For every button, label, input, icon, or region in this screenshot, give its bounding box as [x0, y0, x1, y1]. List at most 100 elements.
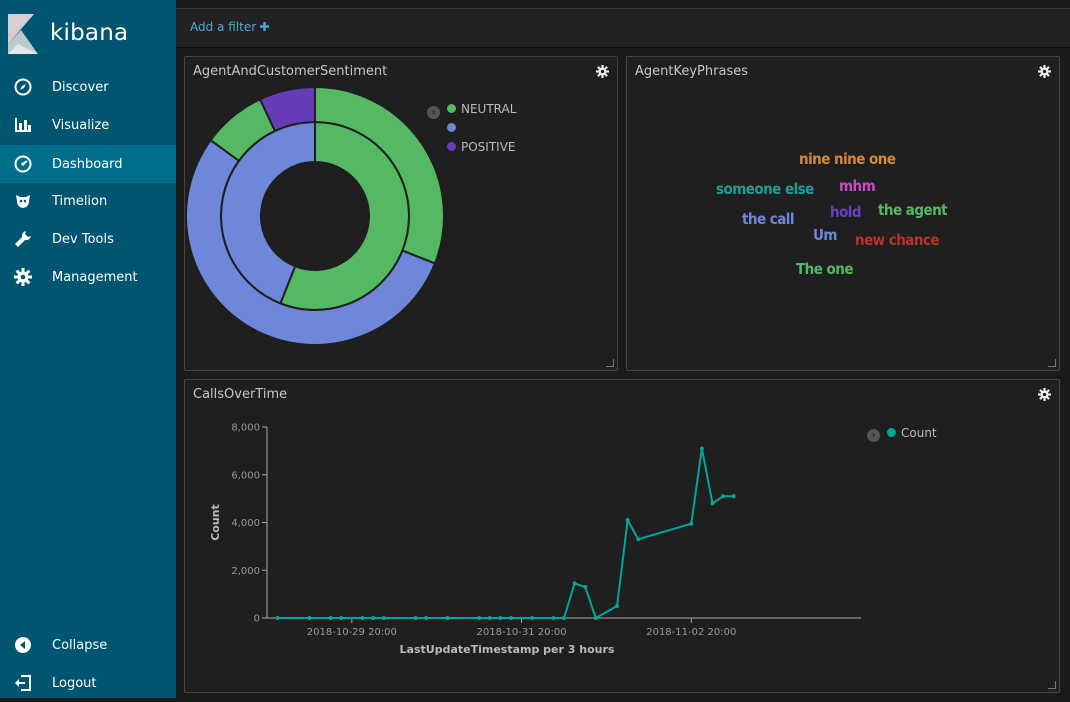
wrench-icon [0, 230, 52, 248]
legend-label: POSITIVE [461, 139, 516, 154]
legend-toggle-icon[interactable]: › [427, 106, 440, 119]
word-cloud-word[interactable]: nine nine one [799, 150, 896, 168]
data-point[interactable] [508, 616, 513, 620]
data-point[interactable] [487, 616, 492, 620]
compass-icon [0, 78, 52, 96]
data-point[interactable] [699, 446, 704, 451]
data-point[interactable] [413, 616, 418, 620]
word-cloud-word[interactable]: someone else [716, 180, 814, 198]
y-tick-label: 2,000 [231, 566, 260, 577]
data-point[interactable] [424, 616, 429, 620]
data-point[interactable] [328, 616, 333, 620]
sidebar-item-discover[interactable]: Discover [0, 68, 176, 106]
data-point[interactable] [275, 616, 280, 620]
sidebar-item-management[interactable]: Management [0, 258, 176, 296]
data-point[interactable] [583, 584, 588, 589]
calls-line-chart: 0 2,000 4,000 6,000 8,000 2018-10-29 20:00 201… [209, 423, 861, 656]
logout-icon [0, 674, 52, 692]
legend-item[interactable]: NEUTRAL [447, 99, 516, 118]
word-cloud-word[interactable]: the call [742, 210, 795, 228]
legend-toggle-icon[interactable]: › [867, 429, 880, 442]
add-filter-label: Add a filter [190, 20, 257, 34]
data-point[interactable] [572, 581, 577, 586]
calls-legend: Count [887, 423, 937, 442]
filter-bar: Add a filter [176, 8, 1070, 48]
legend-dot-icon [447, 104, 456, 113]
legend-dot-icon [887, 428, 896, 437]
data-point[interactable] [360, 616, 365, 620]
series-line-count [277, 448, 734, 620]
app-name[interactable]: kibana [50, 20, 129, 46]
data-point[interactable] [445, 616, 450, 620]
dashboard-icon [0, 155, 52, 173]
sidebar-item-label: Timelion [52, 193, 108, 209]
resize-handle[interactable] [606, 359, 614, 367]
data-point[interactable] [562, 616, 566, 620]
data-point[interactable] [530, 616, 535, 620]
legend-label: Count [901, 425, 937, 440]
plus-icon [259, 22, 269, 31]
sidebar-item-label: Visualize [52, 117, 110, 133]
data-point[interactable] [689, 521, 694, 526]
data-point[interactable] [710, 501, 715, 506]
panel-options-icon[interactable] [1038, 65, 1051, 78]
legend-item[interactable]: POSITIVE [447, 137, 516, 156]
sidebar: kibana Discover Visualize Dashboard Time… [0, 0, 176, 698]
sidebar-item-label: Dashboard [52, 156, 123, 172]
legend-dot-icon [447, 123, 456, 132]
data-point[interactable] [615, 604, 620, 609]
legend-item[interactable] [447, 118, 516, 137]
legend-dot-icon [447, 142, 456, 151]
word-cloud-word[interactable]: hold [830, 203, 862, 221]
data-point[interactable] [625, 518, 630, 523]
data-point[interactable] [551, 616, 556, 620]
timelion-icon [0, 192, 52, 210]
keyphrases-panel: AgentKeyPhrases nine nine one someone el… [626, 56, 1060, 371]
word-cloud-word[interactable]: Um [813, 226, 837, 244]
bar-chart-icon [0, 116, 52, 134]
data-point[interactable] [636, 537, 641, 542]
data-point[interactable] [339, 616, 344, 620]
data-point[interactable] [307, 616, 312, 620]
sidebar-item-timelion[interactable]: Timelion [0, 182, 176, 220]
panel-options-icon[interactable] [596, 65, 609, 78]
legend-item[interactable]: Count [887, 423, 937, 442]
panel-title: CallsOverTime [193, 387, 288, 402]
add-filter-button[interactable]: Add a filter [190, 20, 269, 34]
sidebar-item-dev-tools[interactable]: Dev Tools [0, 220, 176, 258]
sidebar-item-label: Dev Tools [52, 231, 114, 247]
word-cloud-word[interactable]: The one [796, 260, 853, 278]
panel-title: AgentKeyPhrases [635, 64, 748, 79]
x-tick-label: 2018-11-02 20:00 [646, 627, 736, 638]
word-cloud-word[interactable]: new chance [855, 231, 940, 249]
data-point[interactable] [593, 616, 598, 620]
sidebar-item-logout[interactable]: Logout [0, 664, 176, 702]
data-point[interactable] [721, 494, 726, 499]
data-point[interactable] [371, 616, 376, 620]
data-point[interactable] [498, 616, 503, 620]
kibana-logo-icon[interactable] [8, 14, 168, 56]
word-cloud-word[interactable]: the agent [878, 201, 948, 219]
resize-handle[interactable] [1048, 359, 1056, 367]
collapse-icon [0, 636, 52, 654]
pie-slice[interactable] [185, 138, 437, 346]
panel-options-icon[interactable] [1038, 388, 1051, 401]
panel-title: AgentAndCustomerSentiment [193, 64, 388, 79]
x-axis-title: LastUpdateTimestamp per 3 hours [400, 643, 615, 656]
sidebar-item-collapse[interactable]: Collapse [0, 626, 176, 664]
sidebar-item-label: Management [52, 269, 138, 285]
legend-label: NEUTRAL [461, 101, 517, 116]
sidebar-item-dashboard[interactable]: Dashboard [0, 145, 176, 183]
data-point[interactable] [731, 494, 736, 499]
y-tick-label: 0 [254, 614, 260, 625]
y-axis-title: Count [209, 504, 222, 541]
y-tick-label: 4,000 [231, 518, 260, 529]
resize-handle[interactable] [1048, 681, 1056, 689]
x-tick-label: 2018-10-31 20:00 [477, 627, 567, 638]
word-cloud-word[interactable]: mhm [839, 177, 876, 195]
data-point[interactable] [381, 616, 386, 620]
data-point[interactable] [477, 616, 482, 620]
sidebar-item-visualize[interactable]: Visualize [0, 106, 176, 144]
y-tick-label: 8,000 [231, 423, 260, 434]
pie-slice[interactable] [258, 85, 316, 133]
